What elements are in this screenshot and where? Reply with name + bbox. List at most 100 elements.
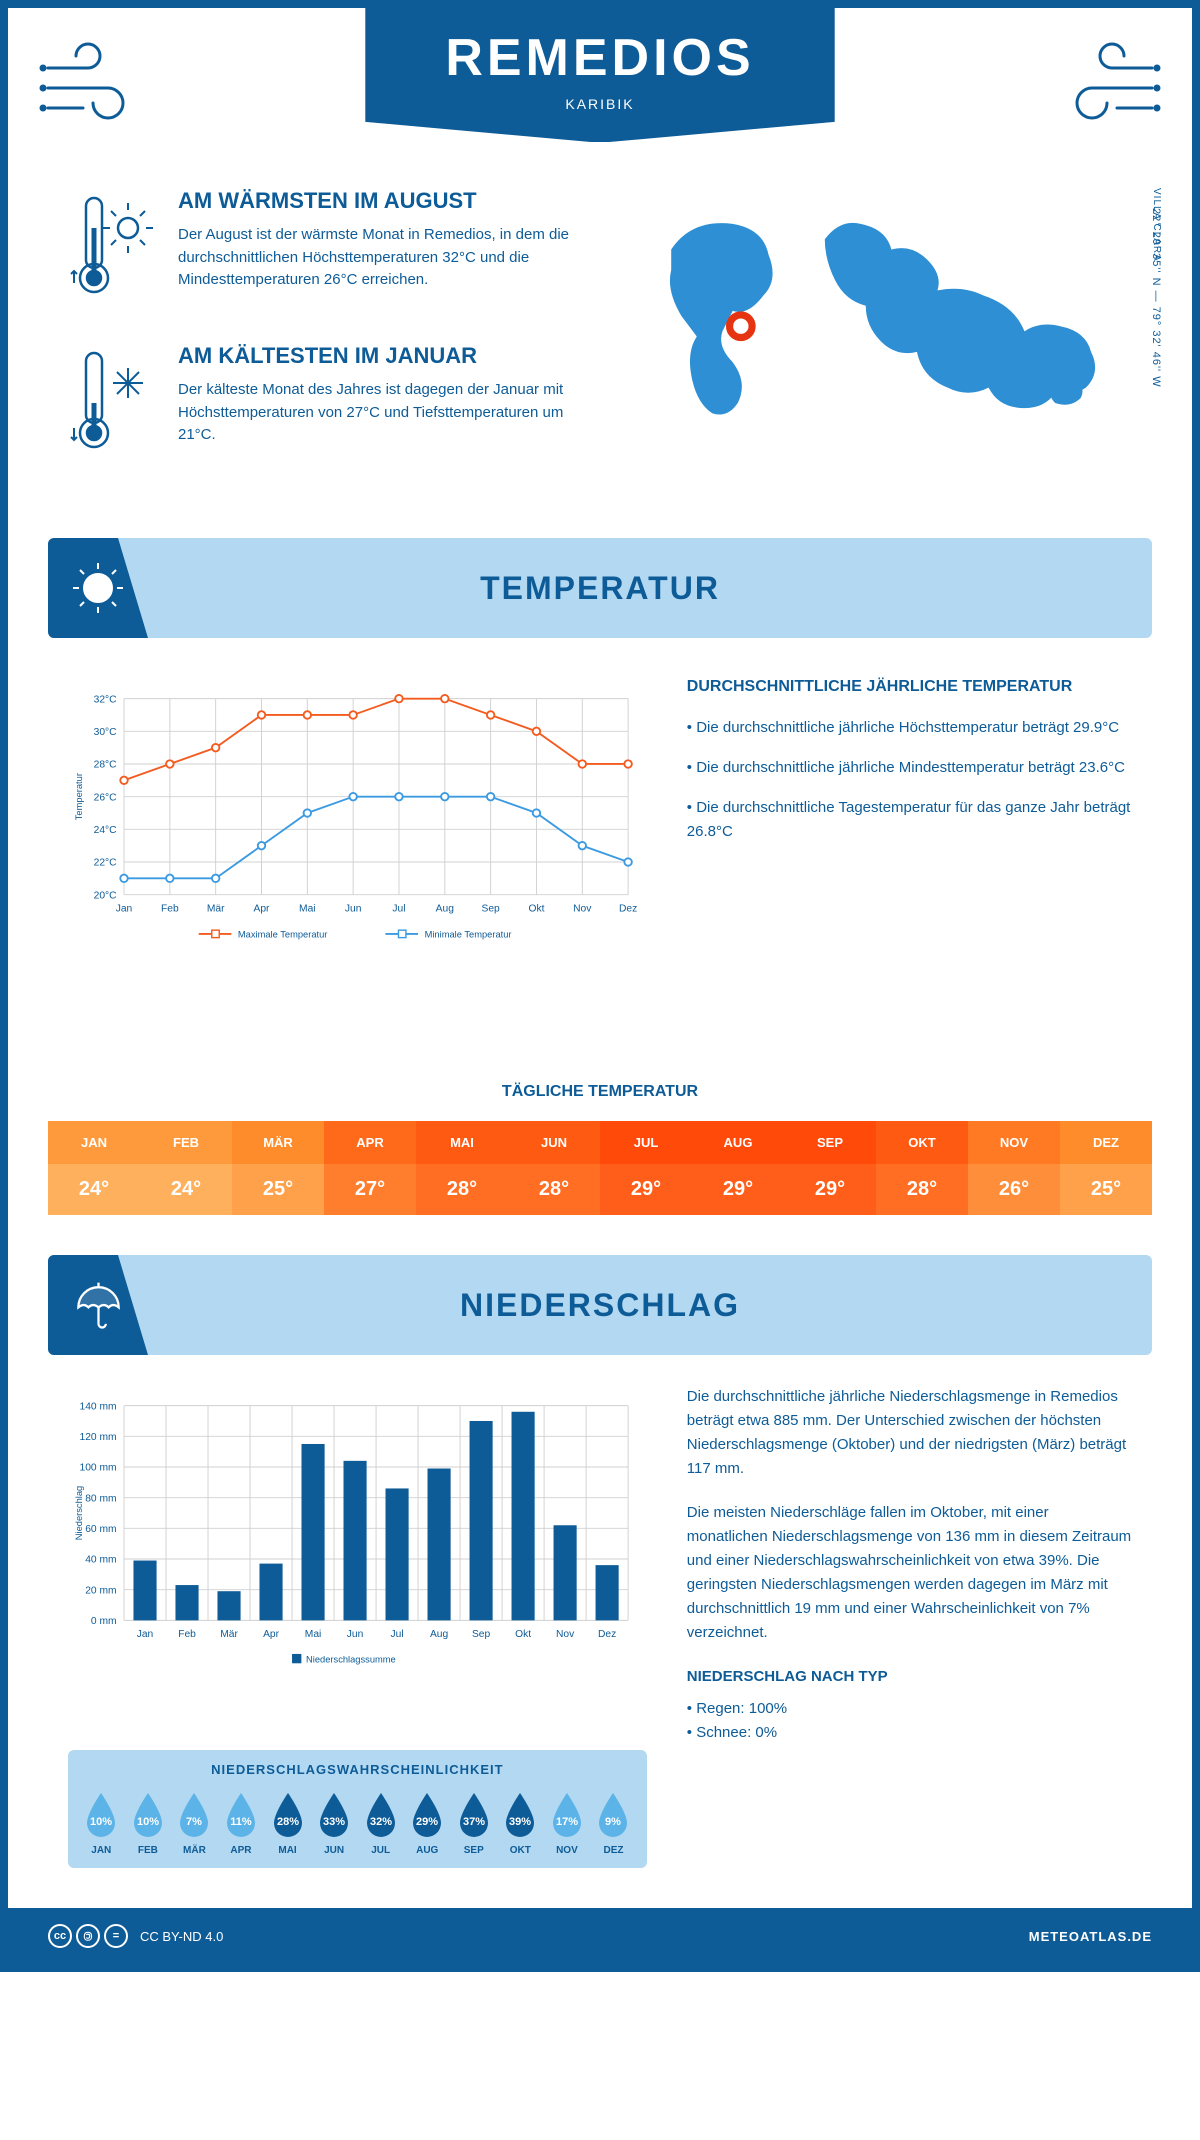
coldest-content: AM KÄLTESTEN IM JANUAR Der kälteste Mona…: [178, 343, 580, 447]
svg-text:Dez: Dez: [598, 1629, 616, 1640]
svg-text:37%: 37%: [463, 1816, 485, 1828]
svg-text:Mai: Mai: [305, 1629, 322, 1640]
drop-month-label: JUN: [313, 1845, 356, 1856]
drop-icon: 17%: [547, 1789, 587, 1839]
svg-text:80 mm: 80 mm: [85, 1493, 116, 1504]
precipitation-chart: 0 mm20 mm40 mm60 mm80 mm100 mm120 mm140 …: [68, 1385, 647, 1725]
temp-value-cell: 28°: [508, 1164, 600, 1215]
drop-month-label: FEB: [127, 1845, 170, 1856]
svg-text:Minimale Temperatur: Minimale Temperatur: [425, 930, 512, 940]
nd-icon: =: [104, 1924, 128, 1948]
svg-text:Feb: Feb: [161, 903, 179, 914]
warmest-text: Der August ist der wärmste Monat in Reme…: [178, 224, 580, 292]
temp-value-cell: 25°: [1060, 1164, 1152, 1215]
temp-info-bullet-2: • Die durchschnittliche Tagestemperatur …: [687, 796, 1132, 844]
page-title: REMEDIOS: [445, 28, 754, 88]
umbrella-icon: [48, 1255, 148, 1355]
license-text: CC BY-ND 4.0: [140, 1929, 223, 1944]
temperature-chart-row: 20°C22°C24°C26°C28°C30°C32°CJanFebMärApr…: [8, 638, 1192, 1063]
temp-value-cell: 28°: [416, 1164, 508, 1215]
footer: cc 🄯 = CC BY-ND 4.0 METEOATLAS.DE: [8, 1908, 1192, 1964]
temp-info-bullet-0: • Die durchschnittliche jährliche Höchst…: [687, 716, 1132, 740]
prob-drop-item: 11% APR: [220, 1789, 263, 1856]
prob-drop-item: 28% MAI: [266, 1789, 309, 1856]
drop-icon: 9%: [593, 1789, 633, 1839]
svg-text:Jan: Jan: [137, 1629, 154, 1640]
svg-text:39%: 39%: [509, 1816, 531, 1828]
temp-header-cell: JUN: [508, 1121, 600, 1164]
probability-drops: 10% JAN 10% FEB 7% MÄR 11% APR 28% MAI 33% JUN32%JU…: [80, 1789, 635, 1856]
temp-value-cell: 29°: [692, 1164, 784, 1215]
warmest-content: AM WÄRMSTEN IM AUGUST Der August ist der…: [178, 188, 580, 292]
drop-icon: 28%: [268, 1789, 308, 1839]
drop-icon: 10%: [128, 1789, 168, 1839]
precipitation-left: 0 mm20 mm40 mm60 mm80 mm100 mm120 mm140 …: [68, 1385, 647, 1868]
svg-text:Okt: Okt: [528, 903, 544, 914]
svg-text:Jun: Jun: [347, 1629, 364, 1640]
svg-text:10%: 10%: [90, 1816, 112, 1828]
temp-info-heading: DURCHSCHNITTLICHE JÄHRLICHE TEMPERATUR: [687, 678, 1132, 696]
temp-header-cell: DEZ: [1060, 1121, 1152, 1164]
drop-month-label: OKT: [499, 1845, 542, 1856]
drop-month-label: APR: [220, 1845, 263, 1856]
svg-text:Mai: Mai: [299, 903, 316, 914]
temp-header-cell: MAI: [416, 1121, 508, 1164]
header: REMEDIOS KARIBIK: [8, 8, 1192, 188]
svg-text:26°C: 26°C: [94, 792, 118, 803]
prob-drop-item: 39% OKT: [499, 1789, 542, 1856]
svg-text:11%: 11%: [230, 1816, 252, 1828]
svg-text:10%: 10%: [137, 1816, 159, 1828]
wind-icon-left: [38, 38, 158, 138]
drop-month-label: JAN: [80, 1845, 123, 1856]
world-map: [620, 188, 1132, 438]
temp-value-cell: 29°: [784, 1164, 876, 1215]
by-icon: 🄯: [76, 1924, 100, 1948]
svg-text:29%: 29%: [416, 1816, 438, 1828]
drop-icon: 37%: [454, 1789, 494, 1839]
temp-value-cell: 29°: [600, 1164, 692, 1215]
svg-text:24°C: 24°C: [94, 825, 118, 836]
prob-drop-item: 7% MÄR: [173, 1789, 216, 1856]
cc-icon: cc: [48, 1924, 72, 1948]
sun-icon: [48, 538, 148, 638]
drop-month-label: MÄR: [173, 1845, 216, 1856]
precip-type-item-0: • Regen: 100%: [687, 1697, 1132, 1721]
thermometer-hot-icon: [68, 188, 158, 313]
svg-text:Maximale Temperatur: Maximale Temperatur: [238, 930, 328, 940]
temp-header-cell: MÄR: [232, 1121, 324, 1164]
info-section: AM WÄRMSTEN IM AUGUST Der August ist der…: [8, 188, 1192, 538]
footer-left: cc 🄯 = CC BY-ND 4.0: [48, 1924, 223, 1948]
drop-month-label: NOV: [546, 1845, 589, 1856]
prob-drop-item: 10% FEB: [127, 1789, 170, 1856]
temp-header-cell: JAN: [48, 1121, 140, 1164]
svg-text:22°C: 22°C: [94, 858, 118, 869]
drop-icon: 32%: [361, 1789, 401, 1839]
probability-box: NIEDERSCHLAGSWAHRSCHEINLICHKEIT 10%JAN10…: [68, 1750, 647, 1868]
info-left: AM WÄRMSTEN IM AUGUST Der August ist der…: [68, 188, 580, 498]
warmest-block: AM WÄRMSTEN IM AUGUST Der August ist der…: [68, 188, 580, 313]
svg-text:60 mm: 60 mm: [85, 1524, 116, 1535]
svg-text:Jun: Jun: [345, 903, 362, 914]
page-subtitle: KARIBIK: [445, 96, 754, 112]
precipitation-banner: NIEDERSCHLAG: [48, 1255, 1152, 1355]
svg-text:Sep: Sep: [472, 1629, 491, 1640]
svg-text:Temperatur: Temperatur: [74, 773, 84, 820]
thermometer-cold-icon: [68, 343, 158, 468]
svg-text:0 mm: 0 mm: [91, 1616, 117, 1627]
precipitation-title: NIEDERSCHLAG: [460, 1287, 740, 1324]
svg-text:33%: 33%: [323, 1816, 345, 1828]
prob-drop-item: 32%JUL: [359, 1789, 402, 1856]
coldest-text: Der kälteste Monat des Jahres ist dagege…: [178, 379, 580, 447]
precip-text-2: Die meisten Niederschläge fallen im Okto…: [687, 1501, 1132, 1645]
svg-text:Mär: Mär: [207, 903, 225, 914]
svg-text:Dez: Dez: [619, 903, 637, 914]
drop-month-label: DEZ: [592, 1845, 635, 1856]
drop-month-label: MAI: [266, 1845, 309, 1856]
svg-text:Nov: Nov: [573, 903, 592, 914]
temperature-banner: TEMPERATUR: [48, 538, 1152, 638]
drop-icon: 7%: [174, 1789, 214, 1839]
drop-icon: 11%: [221, 1789, 261, 1839]
temp-header-cell: NOV: [968, 1121, 1060, 1164]
temp-value-cell: 26°: [968, 1164, 1060, 1215]
svg-text:Apr: Apr: [254, 903, 271, 914]
